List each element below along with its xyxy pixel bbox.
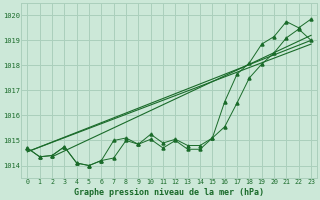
X-axis label: Graphe pression niveau de la mer (hPa): Graphe pression niveau de la mer (hPa) bbox=[74, 188, 264, 197]
